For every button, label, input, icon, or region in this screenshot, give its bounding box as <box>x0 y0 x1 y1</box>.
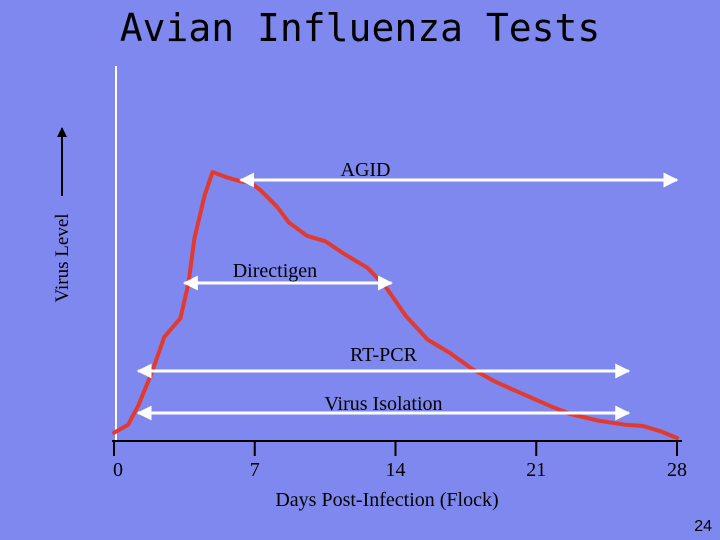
x-ticks <box>113 441 678 456</box>
y-axis-label: Virus Level <box>52 213 73 302</box>
x-axis-label: Days Post-Infection (Flock) <box>275 489 498 511</box>
x-tick-label: 28 <box>667 459 687 481</box>
slide-number: 24 <box>694 518 712 535</box>
test-window-label: Virus Isolation <box>324 393 442 415</box>
test-window-label: RT-PCR <box>350 344 418 366</box>
test-window-label: AGID <box>341 159 391 181</box>
test-window-label: Directigen <box>233 260 317 282</box>
x-tick-labels: 0 7 14 21 28 <box>113 459 687 481</box>
x-tick-label: 0 <box>113 459 123 481</box>
x-tick-label: 7 <box>250 459 260 481</box>
x-tick-label: 21 <box>526 459 546 481</box>
x-tick-label: 14 <box>386 459 406 481</box>
test-windows: AGID Directigen RT-PCR Virus Isolation <box>136 159 679 421</box>
slide-title: Avian Influenza Tests <box>119 6 601 50</box>
